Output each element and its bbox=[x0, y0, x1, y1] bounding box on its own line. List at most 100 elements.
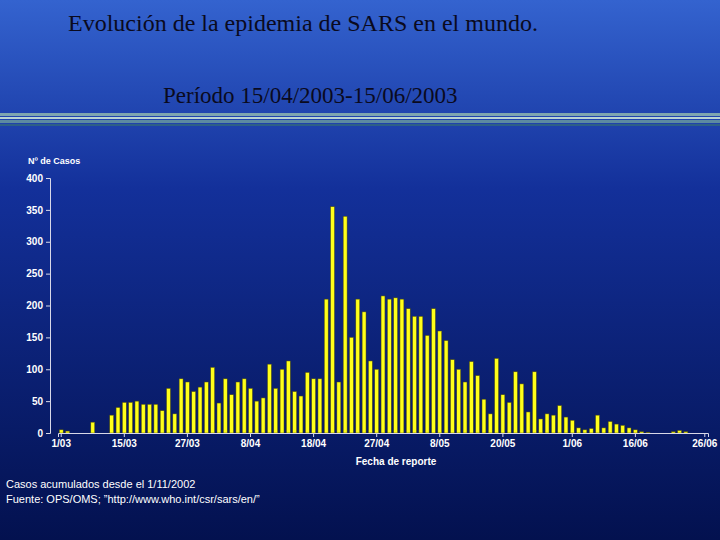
bar bbox=[596, 415, 600, 433]
bar bbox=[684, 432, 688, 433]
bar bbox=[545, 414, 549, 433]
bar bbox=[318, 379, 322, 433]
title-stripe bbox=[0, 113, 720, 116]
bar bbox=[116, 408, 120, 434]
bar bbox=[236, 382, 240, 433]
bar bbox=[324, 299, 328, 433]
x-tick-label: 8/04 bbox=[241, 438, 261, 449]
bar bbox=[249, 388, 253, 433]
bar bbox=[646, 432, 650, 433]
y-tick-mark bbox=[46, 433, 50, 434]
bar bbox=[463, 382, 467, 433]
x-tick: 1/03 bbox=[51, 433, 71, 449]
bar bbox=[242, 379, 246, 433]
bar bbox=[91, 422, 95, 433]
y-axis-line bbox=[46, 179, 51, 434]
bar bbox=[501, 395, 505, 433]
bar bbox=[570, 420, 574, 433]
bar bbox=[331, 207, 335, 433]
y-tick-mark bbox=[46, 178, 50, 179]
bar bbox=[551, 415, 555, 433]
bar bbox=[368, 361, 372, 433]
x-tick: 8/05 bbox=[430, 433, 450, 449]
background bbox=[0, 0, 720, 540]
bar bbox=[274, 388, 278, 433]
y-tick: 0 bbox=[37, 428, 50, 439]
bar bbox=[514, 372, 518, 433]
x-tick: 16/06 bbox=[623, 433, 648, 449]
y-tick: 100 bbox=[26, 364, 50, 375]
y-axis-title: Nº de Casos bbox=[28, 156, 80, 166]
bar bbox=[192, 392, 196, 433]
x-tick-mark bbox=[124, 433, 125, 437]
y-tick-label: 200 bbox=[26, 300, 43, 311]
x-tick: 18/04 bbox=[301, 433, 326, 449]
y-tick-mark bbox=[46, 210, 50, 211]
bar bbox=[520, 384, 524, 433]
annotation: Casos acumulados desde el 1/11/2002 bbox=[6, 478, 195, 490]
bar bbox=[532, 372, 536, 433]
bar bbox=[690, 433, 694, 434]
x-tick-label: 18/04 bbox=[301, 438, 326, 449]
bar bbox=[387, 299, 391, 433]
bar bbox=[255, 401, 259, 433]
y-tick-label: 350 bbox=[26, 205, 43, 216]
bar bbox=[286, 361, 290, 433]
bar bbox=[419, 316, 423, 433]
y-tick-label: 100 bbox=[26, 364, 43, 375]
bar bbox=[167, 388, 171, 433]
bar bbox=[148, 404, 152, 433]
title-stripe bbox=[0, 120, 720, 123]
bar bbox=[450, 360, 454, 433]
bar bbox=[97, 433, 101, 434]
bar bbox=[400, 299, 404, 433]
x-tick: 1/06 bbox=[563, 433, 583, 449]
bar bbox=[204, 382, 208, 433]
x-tick: 15/03 bbox=[112, 433, 137, 449]
bar bbox=[129, 402, 133, 433]
x-tick-label: 16/06 bbox=[623, 438, 648, 449]
x-tick-mark bbox=[187, 433, 188, 437]
bar bbox=[425, 335, 429, 433]
bar bbox=[564, 417, 568, 433]
x-axis-line bbox=[59, 434, 709, 438]
bar bbox=[299, 396, 303, 433]
title-stripe bbox=[0, 117, 720, 119]
title: Evolución de la epidemia de SARS en el m… bbox=[68, 10, 538, 36]
bar bbox=[703, 433, 707, 434]
bar bbox=[381, 296, 385, 433]
y-tick: 300 bbox=[26, 236, 50, 247]
x-tick-mark bbox=[61, 433, 62, 437]
y-tick-label: 250 bbox=[26, 268, 43, 279]
y-tick-mark bbox=[46, 337, 50, 338]
y-tick-label: 50 bbox=[32, 396, 44, 407]
bars bbox=[59, 207, 688, 433]
bar bbox=[413, 316, 417, 433]
bar bbox=[343, 216, 347, 433]
y-tick: 350 bbox=[26, 205, 50, 216]
bar bbox=[482, 399, 486, 433]
bar bbox=[349, 337, 353, 433]
bar bbox=[267, 364, 271, 433]
bar bbox=[337, 382, 341, 433]
x-tick-mark bbox=[250, 433, 251, 437]
bar bbox=[305, 372, 309, 433]
bar bbox=[583, 430, 587, 433]
bar bbox=[280, 369, 284, 433]
bar bbox=[84, 433, 88, 434]
y-tick-label: 150 bbox=[26, 332, 43, 343]
bar bbox=[697, 433, 701, 434]
x-tick-mark bbox=[439, 433, 440, 437]
bar bbox=[621, 425, 625, 433]
bar bbox=[122, 402, 126, 433]
y-tick-mark bbox=[46, 242, 50, 243]
bar bbox=[59, 430, 63, 433]
bar bbox=[66, 431, 70, 433]
x-tick-label: 26/06 bbox=[692, 438, 717, 449]
bar bbox=[659, 433, 663, 434]
bar bbox=[457, 369, 461, 433]
bar bbox=[640, 432, 644, 433]
bar bbox=[488, 414, 492, 433]
x-tick-label: 1/06 bbox=[563, 438, 583, 449]
subtitle: Período 15/04/2003-15/06/2003 bbox=[163, 83, 458, 108]
